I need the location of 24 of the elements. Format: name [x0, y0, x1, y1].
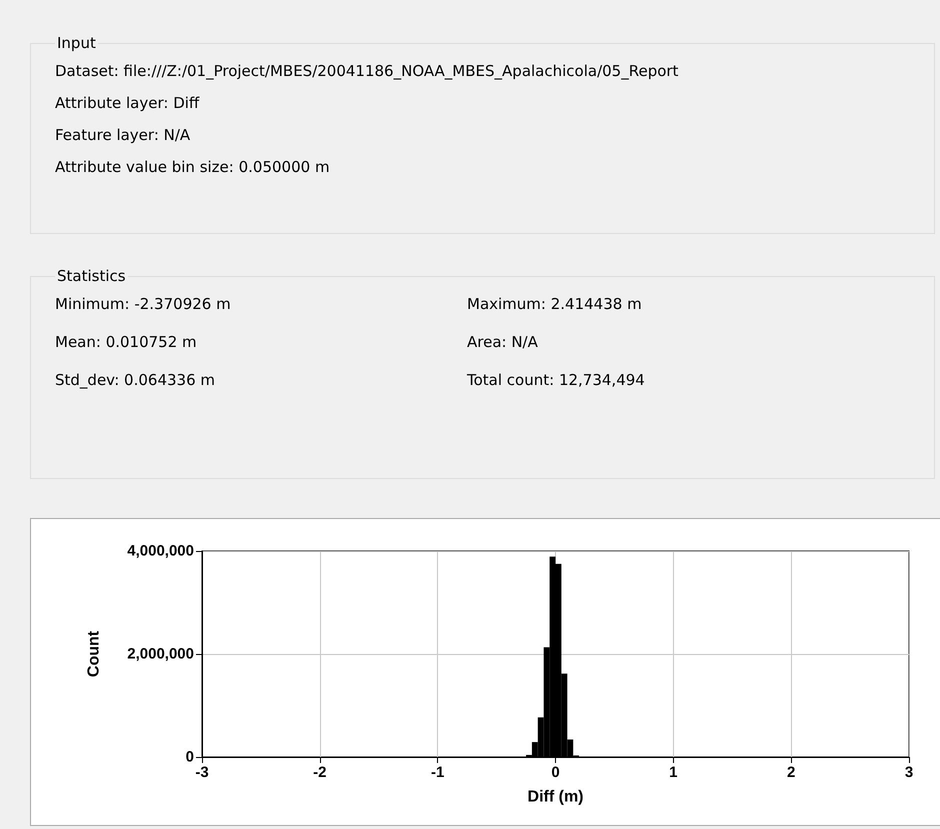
text: Area: N/A — [467, 333, 539, 351]
x-tick-label: 1 — [669, 764, 678, 781]
text: Std_dev: 0.064336 m — [55, 371, 216, 389]
x-tick-label: -1 — [430, 764, 444, 781]
x-tick-label: -2 — [313, 764, 327, 781]
text: Dataset: file:///Z:/01_Project/MBES/20041186_NOAA_MBES_Apalachicola/05_Report — [55, 62, 680, 80]
x-tick-label: 2 — [786, 764, 796, 781]
text: Minimum: -2.370926 m — [55, 295, 232, 313]
text: Attribute layer: Diff — [55, 94, 200, 112]
y-tick-label: 2,000,000 — [127, 646, 194, 662]
x-tick-label: 0 — [551, 764, 560, 781]
text: Statistics — [56, 267, 127, 285]
text: Maximum: 2.414438 m — [467, 295, 643, 313]
text: Mean: 0.010752 m — [55, 333, 198, 351]
y-tick-label: 0 — [186, 748, 194, 766]
text: Attribute value bin size: 0.050000 m — [55, 158, 331, 176]
y-tick-label: 4,000,000 — [127, 542, 194, 560]
text: Total count: 12,734,494 — [467, 371, 646, 389]
text: Feature layer: N/A — [55, 126, 192, 144]
text: Input — [56, 34, 97, 52]
y-axis-title: Count — [86, 630, 102, 678]
x-tick-label: 3 — [904, 764, 914, 781]
x-axis-title: Diff (m) — [528, 788, 584, 806]
x-tick-label: -3 — [195, 764, 209, 781]
